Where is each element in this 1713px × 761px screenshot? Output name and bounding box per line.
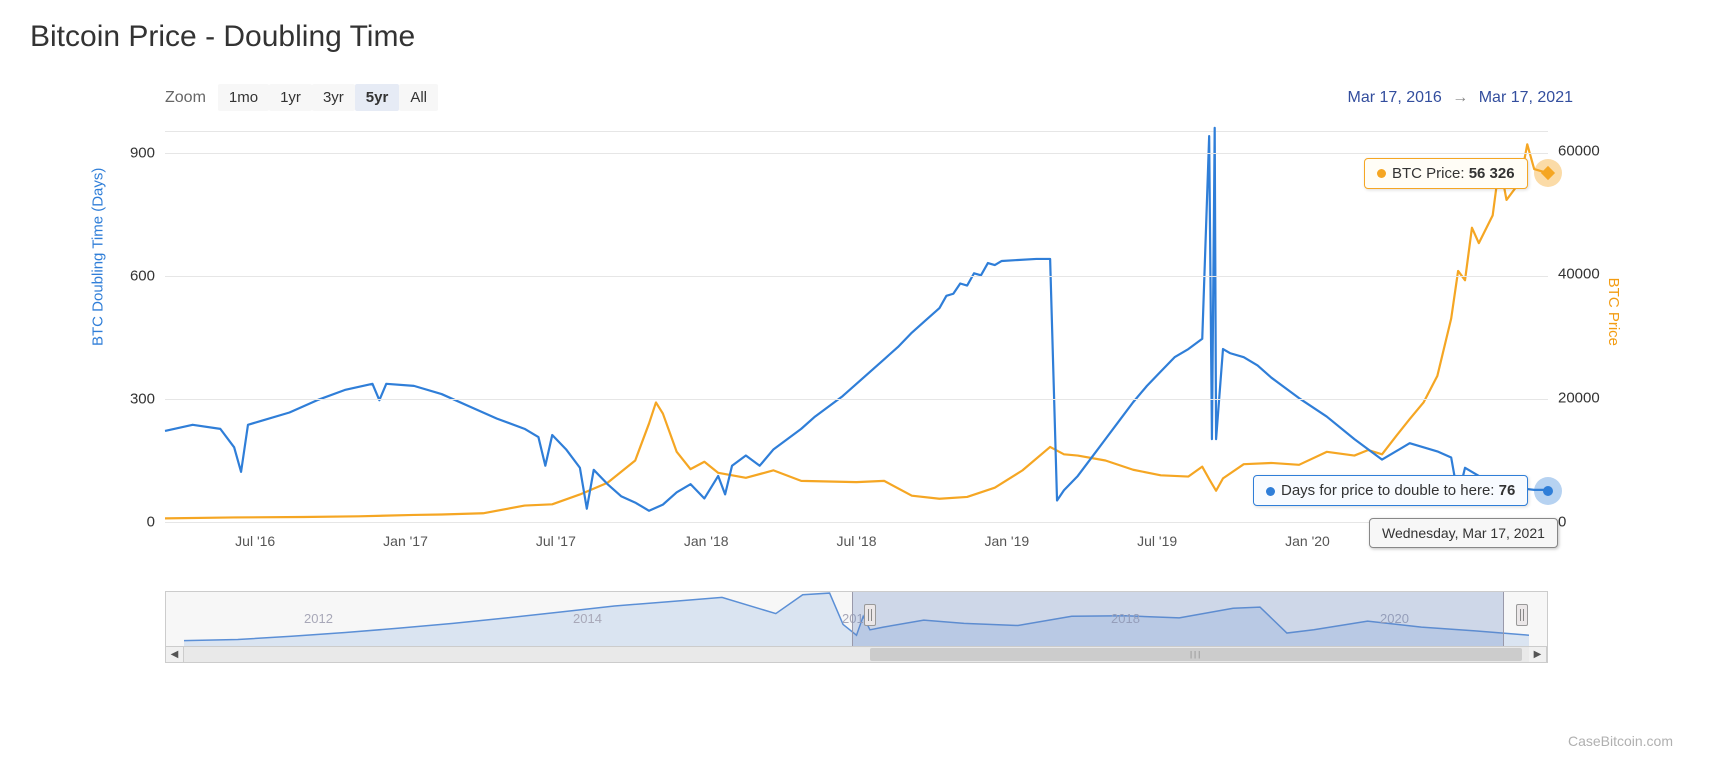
date-range[interactable]: Mar 17, 2016 → Mar 17, 2021 [1348, 89, 1573, 107]
range-navigator[interactable]: 20122014201620182020 ◀ ▶ ||| [165, 591, 1548, 663]
x-tick: Jan '20 [1285, 533, 1330, 549]
navigator-scrollbar[interactable]: ◀ ▶ ||| [166, 646, 1547, 662]
y-left-tick: 300 [110, 390, 155, 407]
nav-tick: 2014 [573, 611, 602, 626]
date-tooltip: Wednesday, Mar 17, 2021 [1369, 518, 1558, 548]
x-tick: Jan '18 [684, 533, 729, 549]
scrollbar-thumb[interactable]: ||| [870, 648, 1522, 661]
nav-handle-left[interactable] [864, 604, 876, 626]
zoom-5yr[interactable]: 5yr [355, 84, 400, 111]
zoom-1mo[interactable]: 1mo [218, 84, 269, 111]
zoom-all[interactable]: All [399, 84, 438, 111]
price-tooltip: BTC Price: 56 326 [1364, 158, 1528, 189]
doubling-marker [1534, 477, 1562, 505]
y-left-tick: 900 [110, 144, 155, 161]
main-chart[interactable]: BTC Doubling Time (Days) BTC Price 0 300 6… [90, 131, 1623, 561]
price-marker [1534, 159, 1562, 187]
scroll-left-icon[interactable]: ◀ [166, 647, 184, 662]
doubling-tooltip: Days for price to double to here: 76 [1253, 475, 1528, 506]
zoom-label: Zoom [165, 89, 206, 107]
scroll-right-icon[interactable]: ▶ [1529, 647, 1547, 662]
y-right-axis-label: BTC Price [1605, 278, 1622, 346]
y-right-tick: 60000 [1558, 142, 1613, 159]
zoom-1yr[interactable]: 1yr [269, 84, 312, 111]
nav-handle-right[interactable] [1516, 604, 1528, 626]
x-tick: Jul '18 [836, 533, 876, 549]
date-to: Mar 17, 2021 [1479, 89, 1573, 106]
y-left-axis-label: BTC Doubling Time (Days) [90, 168, 107, 346]
y-left-tick: 0 [110, 514, 155, 531]
nav-selection[interactable] [852, 592, 1504, 646]
x-tick: Jul '16 [235, 533, 275, 549]
page-title: Bitcoin Price - Doubling Time [30, 20, 1683, 54]
watermark: CaseBitcoin.com [1568, 733, 1673, 749]
zoom-3yr[interactable]: 3yr [312, 84, 355, 111]
zoom-group: Zoom 1mo1yr3yr5yrAll [165, 84, 438, 111]
x-tick: Jul '19 [1137, 533, 1177, 549]
arrow-right-icon: → [1452, 89, 1468, 106]
x-tick: Jul '17 [536, 533, 576, 549]
y-left-tick: 600 [110, 267, 155, 284]
y-right-tick: 0 [1558, 514, 1613, 531]
y-right-tick: 40000 [1558, 266, 1613, 283]
date-from: Mar 17, 2016 [1348, 89, 1442, 106]
y-right-tick: 20000 [1558, 390, 1613, 407]
chart-controls: Zoom 1mo1yr3yr5yrAll Mar 17, 2016 → Mar … [30, 84, 1683, 111]
x-tick: Jan '19 [984, 533, 1029, 549]
nav-tick: 2012 [304, 611, 333, 626]
x-tick: Jan '17 [383, 533, 428, 549]
